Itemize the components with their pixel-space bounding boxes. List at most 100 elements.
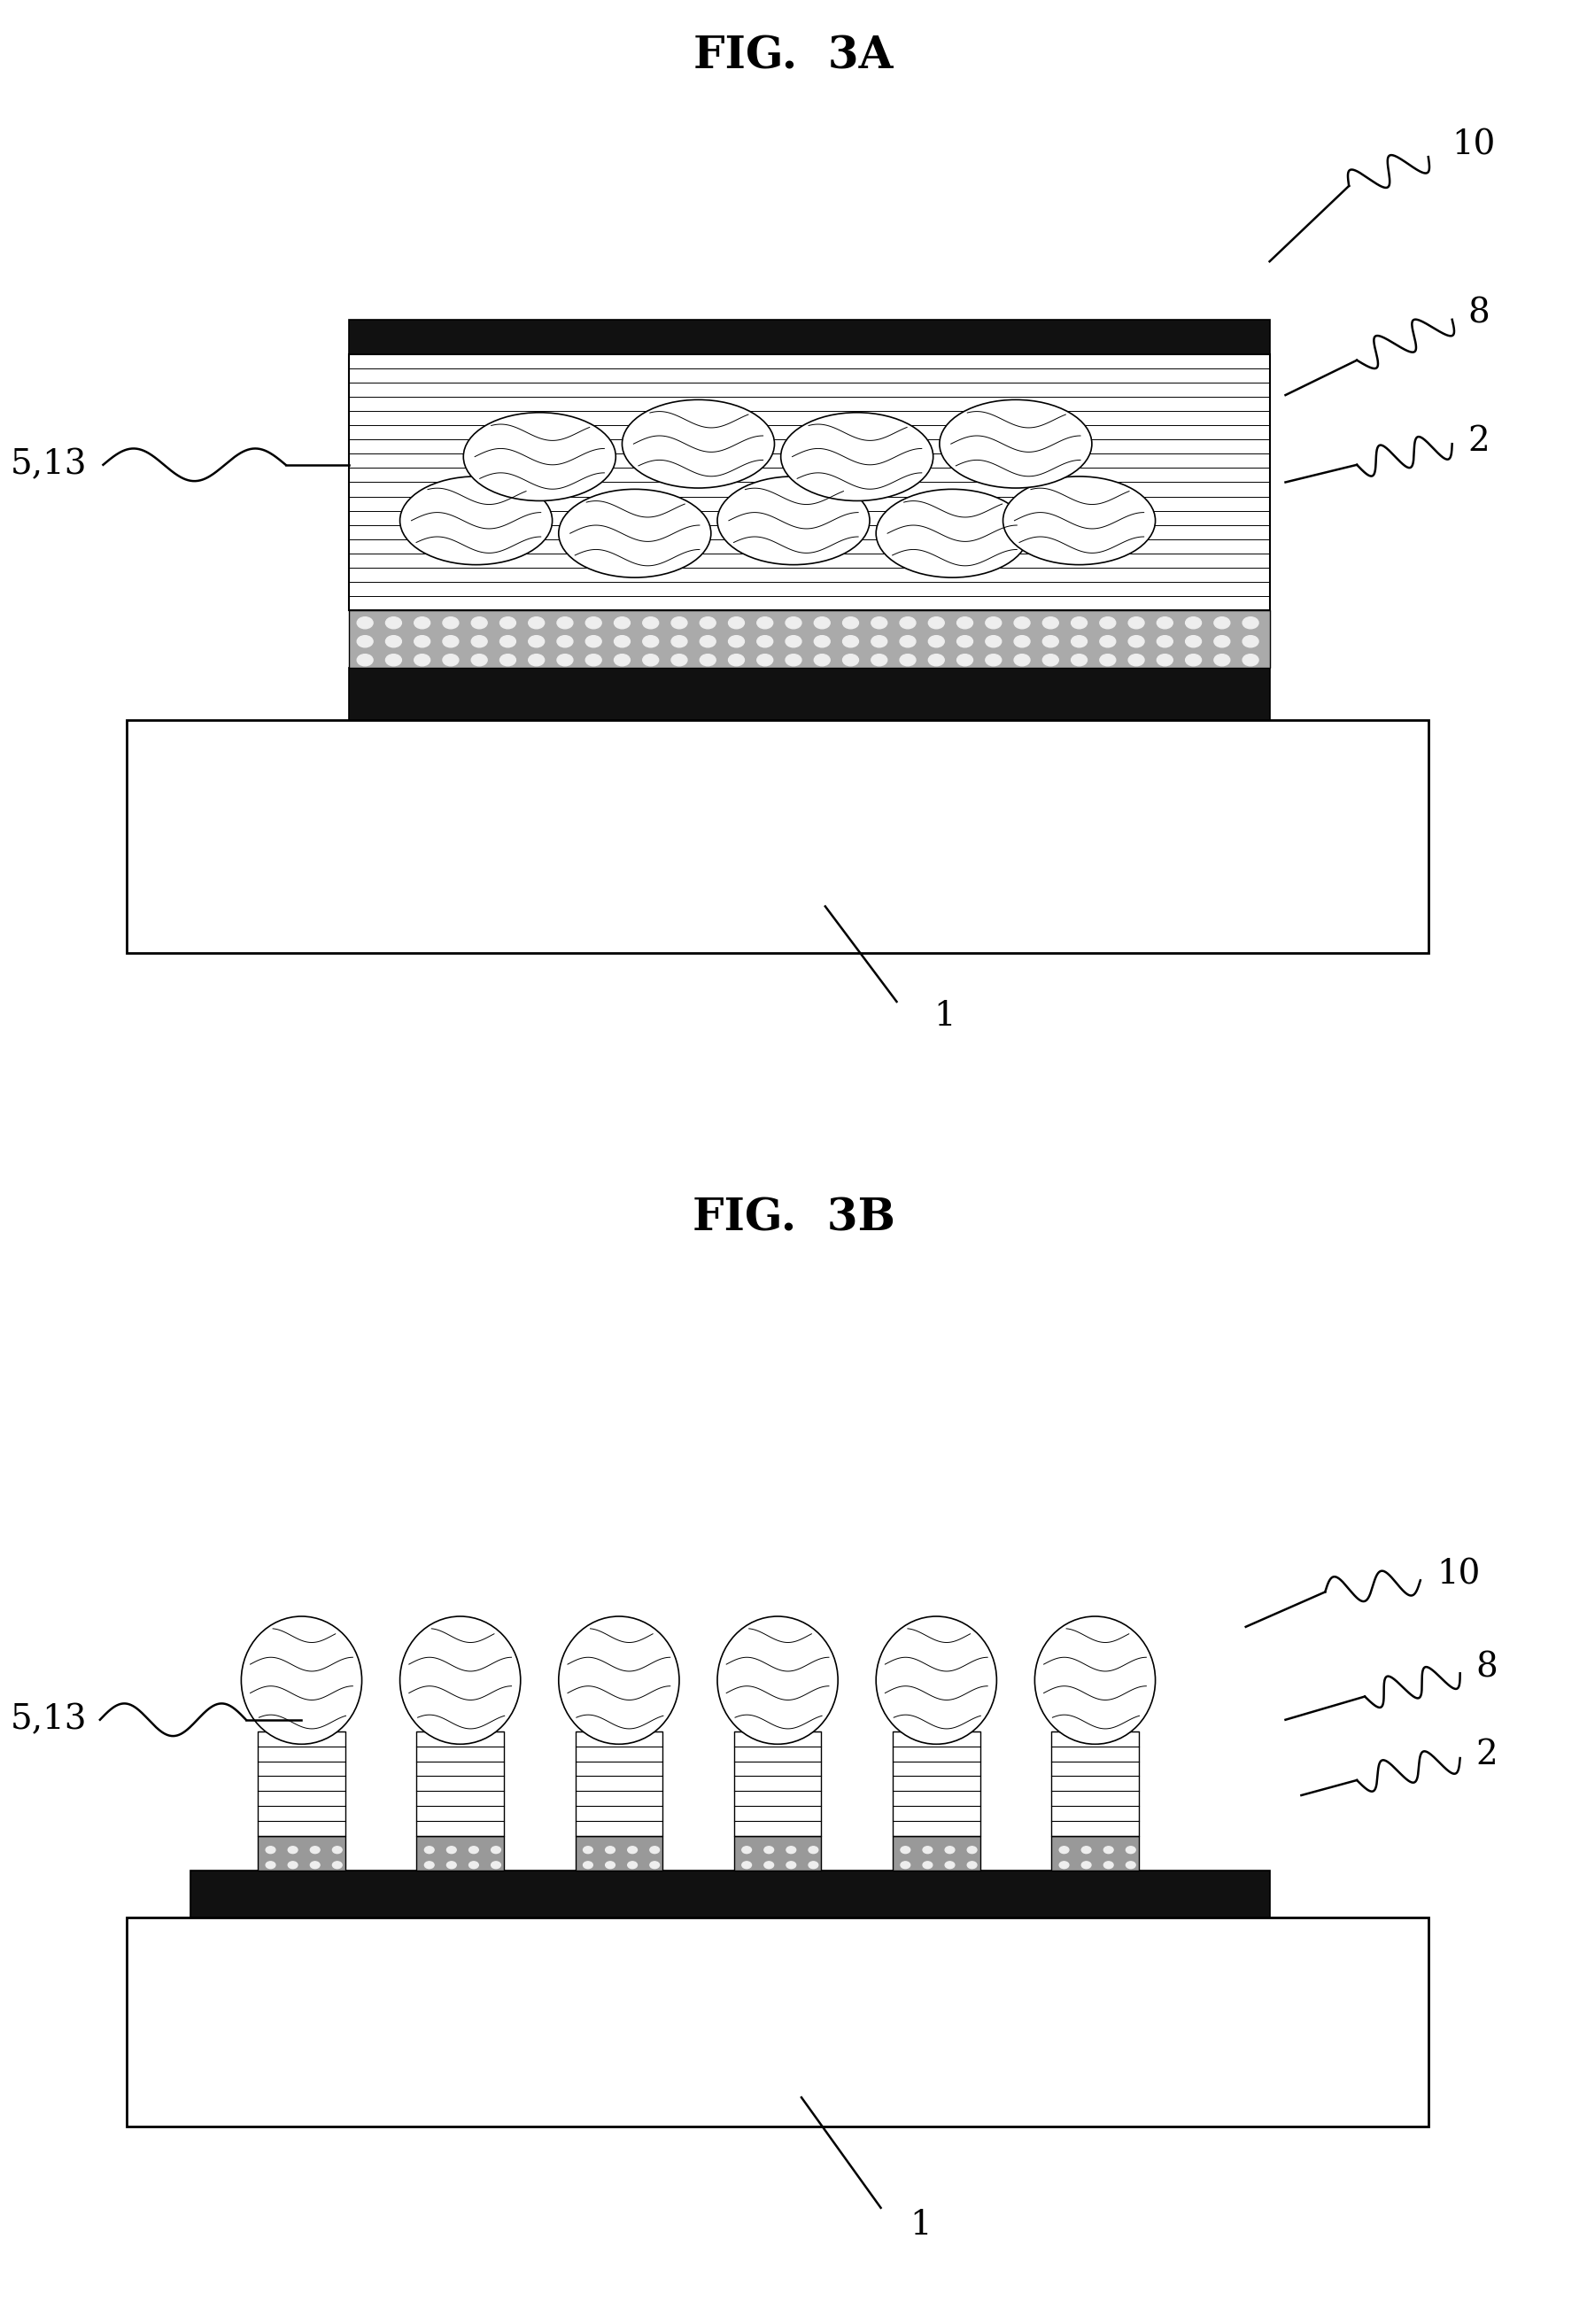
Circle shape <box>743 1845 752 1855</box>
Ellipse shape <box>559 1618 679 1743</box>
Circle shape <box>584 1862 594 1868</box>
Circle shape <box>500 634 516 646</box>
Bar <box>733 1836 822 1871</box>
Circle shape <box>443 634 459 646</box>
Circle shape <box>1243 616 1258 627</box>
Ellipse shape <box>400 1618 521 1743</box>
Circle shape <box>957 634 973 646</box>
Circle shape <box>311 1862 321 1868</box>
Circle shape <box>1185 655 1201 665</box>
Circle shape <box>614 634 630 646</box>
Circle shape <box>1214 616 1230 627</box>
Circle shape <box>871 634 887 646</box>
Bar <box>349 611 1270 669</box>
Circle shape <box>425 1845 435 1855</box>
Ellipse shape <box>876 488 1028 579</box>
Circle shape <box>901 1862 911 1868</box>
Circle shape <box>901 1845 911 1855</box>
Circle shape <box>500 655 516 665</box>
Circle shape <box>557 634 573 646</box>
Ellipse shape <box>622 400 774 488</box>
Circle shape <box>843 616 859 627</box>
Ellipse shape <box>463 411 616 502</box>
Circle shape <box>871 616 887 627</box>
Circle shape <box>968 1845 978 1855</box>
Circle shape <box>1071 655 1087 665</box>
Circle shape <box>414 655 430 665</box>
Circle shape <box>1014 655 1030 665</box>
Circle shape <box>651 1862 660 1868</box>
Bar <box>416 1731 505 1836</box>
Circle shape <box>311 1845 321 1855</box>
Text: 10: 10 <box>1452 128 1497 163</box>
Circle shape <box>786 655 801 665</box>
Circle shape <box>267 1845 276 1855</box>
Circle shape <box>700 616 716 627</box>
Circle shape <box>528 634 544 646</box>
Circle shape <box>1071 634 1087 646</box>
Circle shape <box>651 1845 660 1855</box>
Circle shape <box>386 634 402 646</box>
Circle shape <box>968 1862 978 1868</box>
Ellipse shape <box>1035 1618 1155 1743</box>
Ellipse shape <box>717 476 870 565</box>
Circle shape <box>425 1862 435 1868</box>
Bar <box>190 1871 1270 1917</box>
Circle shape <box>1043 655 1059 665</box>
Circle shape <box>1214 655 1230 665</box>
Circle shape <box>606 1845 616 1855</box>
Circle shape <box>1059 1862 1070 1868</box>
Circle shape <box>1043 616 1059 627</box>
Circle shape <box>528 616 544 627</box>
Circle shape <box>871 655 887 665</box>
Circle shape <box>267 1862 276 1868</box>
Circle shape <box>1059 1845 1070 1855</box>
Circle shape <box>1105 1845 1114 1855</box>
Circle shape <box>557 655 573 665</box>
Text: 2: 2 <box>1476 1738 1498 1771</box>
Circle shape <box>1128 655 1144 665</box>
Circle shape <box>586 634 601 646</box>
Circle shape <box>643 634 659 646</box>
Circle shape <box>448 1862 457 1868</box>
Circle shape <box>1243 655 1258 665</box>
Bar <box>349 318 1270 353</box>
Bar <box>1051 1731 1139 1836</box>
Bar <box>1051 1836 1139 1871</box>
Bar <box>416 1836 505 1871</box>
Circle shape <box>946 1845 955 1855</box>
Text: FIG.  3A: FIG. 3A <box>694 35 893 79</box>
Circle shape <box>814 655 830 665</box>
Circle shape <box>728 616 744 627</box>
Circle shape <box>757 655 773 665</box>
Circle shape <box>606 1862 616 1868</box>
Ellipse shape <box>940 400 1092 488</box>
Circle shape <box>1128 634 1144 646</box>
Circle shape <box>471 616 487 627</box>
Circle shape <box>1100 655 1116 665</box>
Circle shape <box>528 655 544 665</box>
Circle shape <box>586 655 601 665</box>
Circle shape <box>557 616 573 627</box>
Circle shape <box>900 655 916 665</box>
Circle shape <box>743 1862 752 1868</box>
Circle shape <box>584 1845 594 1855</box>
Circle shape <box>924 1862 933 1868</box>
Circle shape <box>614 616 630 627</box>
Ellipse shape <box>717 1618 838 1743</box>
Circle shape <box>471 634 487 646</box>
Circle shape <box>928 634 944 646</box>
Circle shape <box>643 655 659 665</box>
Circle shape <box>986 655 1001 665</box>
Bar <box>733 1731 822 1836</box>
Circle shape <box>1157 634 1173 646</box>
Circle shape <box>900 634 916 646</box>
Ellipse shape <box>559 488 711 579</box>
Circle shape <box>809 1845 819 1855</box>
Circle shape <box>586 616 601 627</box>
Circle shape <box>946 1862 955 1868</box>
Circle shape <box>448 1845 457 1855</box>
Circle shape <box>787 1845 797 1855</box>
Circle shape <box>986 634 1001 646</box>
Circle shape <box>924 1845 933 1855</box>
